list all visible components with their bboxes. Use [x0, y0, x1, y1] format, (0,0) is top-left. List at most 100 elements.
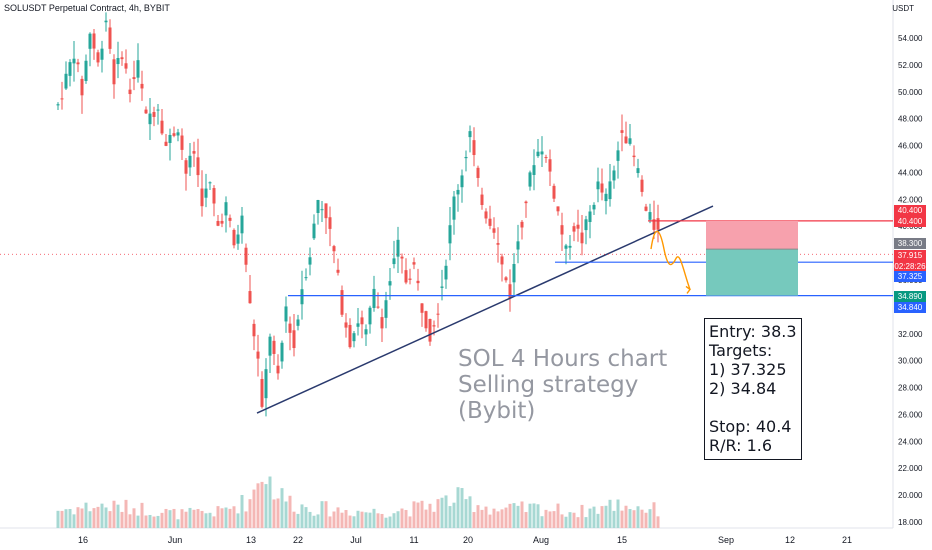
candle-body — [104, 20, 108, 23]
price-badge-stop-2: 40.400 — [894, 216, 926, 227]
candle-body — [384, 300, 388, 318]
y-tick-label: 44.000 — [898, 168, 923, 177]
plan-targets-label: Targets: — [709, 341, 773, 360]
candle-body — [628, 138, 632, 144]
candle-body — [196, 157, 200, 176]
y-tick-label: 26.000 — [898, 410, 923, 419]
candle-body — [116, 58, 120, 65]
candle-body — [612, 170, 616, 181]
volume-bar — [572, 512, 576, 528]
candle-body — [364, 329, 368, 335]
volume-bar — [260, 481, 264, 528]
candle-body — [68, 62, 72, 76]
volume-bar — [520, 501, 524, 528]
x-tick-label: 16 — [78, 535, 88, 545]
volume-bar — [168, 510, 172, 528]
candle-body — [96, 52, 100, 63]
price-badge-stop-1: 40.400 — [894, 205, 926, 216]
candle-body — [604, 193, 608, 202]
candle-body — [212, 188, 216, 204]
y-tick-label: 18.000 — [898, 518, 923, 527]
candle-body — [352, 333, 356, 342]
candle-body — [296, 319, 300, 326]
volume-bar — [608, 499, 612, 528]
x-tick-label: 13 — [246, 535, 256, 545]
volume-bar — [464, 499, 468, 528]
volume-bar — [368, 512, 372, 528]
candle-body — [56, 104, 60, 106]
candle-body — [152, 112, 156, 117]
x-tick-label: 15 — [617, 535, 627, 545]
candle-body — [428, 319, 432, 342]
volume-bar — [380, 513, 384, 528]
candle-body — [84, 60, 88, 81]
strategy-annotation: SOL 4 Hours chart Selling strategy (Bybi… — [458, 346, 667, 424]
volume-bar — [216, 506, 220, 528]
volume-bar — [568, 512, 572, 528]
candle-body — [168, 134, 172, 143]
candle-body — [72, 58, 76, 64]
volume-bar — [100, 503, 104, 528]
volume-bar — [156, 515, 160, 528]
volume-bar — [200, 510, 204, 528]
plan-spacer — [709, 398, 801, 417]
candle-body — [500, 256, 504, 265]
volume-bar — [180, 509, 184, 528]
volume-bar — [644, 512, 648, 528]
candle-body — [232, 229, 236, 246]
volume-bar — [108, 511, 112, 528]
volume-bar — [64, 509, 68, 528]
candle-body — [176, 132, 180, 136]
candle-body — [376, 306, 380, 308]
volume-bar — [436, 499, 440, 528]
y-tick-label: 24.000 — [898, 437, 923, 446]
stop-loss-zone — [706, 220, 798, 250]
volume-bar — [548, 511, 552, 528]
volume-bar — [120, 511, 124, 528]
volume-bar — [196, 509, 200, 528]
volume-bar — [632, 510, 636, 528]
volume-bar — [480, 509, 484, 528]
volume-bar — [560, 514, 564, 528]
volume-bar — [428, 503, 432, 528]
y-tick-label: 54.000 — [898, 34, 923, 43]
candle-body — [524, 201, 528, 204]
candle-body — [656, 218, 660, 230]
candle-body — [412, 262, 416, 265]
volume-bar — [544, 509, 548, 528]
y-tick-label: 48.000 — [898, 115, 923, 124]
volume-bar — [620, 510, 624, 528]
candle-body — [200, 188, 204, 207]
volume-bar — [228, 508, 232, 528]
candle-body — [76, 62, 80, 65]
candle-body — [592, 204, 596, 210]
volume-bar — [648, 509, 652, 528]
candle-body — [440, 286, 444, 288]
volume-bar — [308, 511, 312, 528]
candle-body — [248, 291, 252, 304]
candle-body — [256, 351, 260, 359]
candle-body — [588, 211, 592, 223]
x-tick-label: 22 — [293, 535, 303, 545]
volume-bar — [484, 506, 488, 528]
candle-body — [552, 185, 556, 199]
candle-body — [368, 307, 372, 325]
price-badge-target2: 34.840 — [894, 302, 926, 313]
candle-body — [136, 60, 140, 78]
volume-bar — [588, 508, 592, 528]
candle-body — [396, 239, 400, 257]
volume-bar — [312, 515, 316, 528]
candle-body — [160, 120, 164, 134]
candle-body — [88, 33, 92, 49]
plan-entry: Entry: 38.3 — [709, 322, 797, 341]
candle-body — [220, 220, 224, 224]
ascending-trendline — [256, 205, 714, 414]
candle-body — [148, 113, 152, 125]
candle-body — [208, 182, 212, 184]
volume-bar — [328, 516, 332, 528]
last-price-value: 37.915 — [897, 251, 923, 260]
candle-body — [304, 277, 308, 279]
volume-bar — [432, 511, 436, 528]
